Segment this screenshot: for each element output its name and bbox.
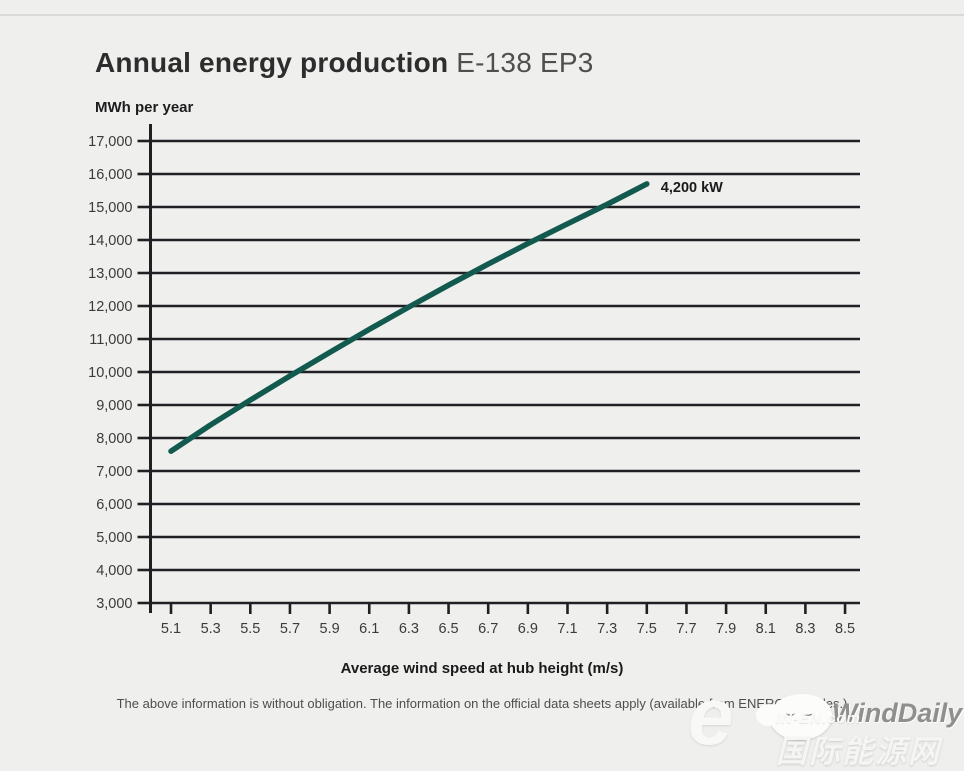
in-en-logo-icon: e bbox=[688, 671, 734, 762]
x-tick-label: 5.3 bbox=[201, 621, 221, 637]
y-tick-label: 14,000 bbox=[88, 233, 132, 249]
watermark-brand: WindDaily bbox=[832, 698, 963, 728]
x-tick-label: 6.9 bbox=[518, 621, 538, 637]
x-axis-title: Average wind speed at hub height (m/s) bbox=[340, 660, 624, 677]
y-tick-label: 4,000 bbox=[96, 563, 132, 579]
x-tick-label: 8.1 bbox=[756, 621, 776, 637]
y-axis-unit-label: MWh per year bbox=[95, 99, 194, 116]
y-tick-label: 3,000 bbox=[96, 596, 132, 612]
page-title: Annual energy production E-138 EP3 bbox=[95, 47, 593, 79]
y-tick-label: 8,000 bbox=[96, 431, 132, 447]
tick-marks bbox=[137, 139, 847, 614]
series-annotation: 4,200 kW bbox=[661, 180, 723, 196]
x-tick-label: 6.5 bbox=[438, 621, 458, 637]
x-tick-label: 5.5 bbox=[240, 621, 260, 637]
mascot-eye-icon bbox=[786, 710, 795, 716]
x-tick-label: 6.7 bbox=[478, 621, 498, 637]
top-divider bbox=[0, 14, 964, 16]
x-tick-label: 6.3 bbox=[399, 621, 419, 637]
x-tick-label: 5.9 bbox=[320, 621, 340, 637]
x-tick-label: 7.1 bbox=[557, 621, 577, 637]
x-tick-label: 6.1 bbox=[359, 621, 379, 637]
y-tick-label: 12,000 bbox=[88, 299, 132, 315]
y-tick-label: 16,000 bbox=[88, 167, 132, 183]
x-tick-label: 5.7 bbox=[280, 621, 300, 637]
winddaily-mascot-icon bbox=[756, 694, 832, 740]
y-tick-label: 11,000 bbox=[89, 332, 132, 348]
page-title-main: Annual energy production bbox=[95, 47, 449, 78]
watermark-site-cn: 国际能源网 bbox=[776, 734, 941, 769]
disclaimer-text: The above information is without obligat… bbox=[116, 696, 848, 711]
x-tick-label: 5.1 bbox=[161, 621, 181, 637]
x-tick-labels: 5.1 5.3 5.5 5.7 5.9 6.1 6.3 6.5 6.7 6.9 7.1 7.3 7.5 7… bbox=[161, 621, 855, 637]
x-tick-label: 7.5 bbox=[637, 621, 657, 637]
mascot-eye-icon bbox=[804, 710, 813, 716]
y-tick-label: 13,000 bbox=[88, 266, 132, 282]
x-tick-label: 7.3 bbox=[597, 621, 617, 637]
y-tick-label: 15,000 bbox=[88, 200, 132, 216]
y-tick-label: 6,000 bbox=[96, 497, 132, 513]
y-tick-label: 9,000 bbox=[96, 398, 132, 414]
x-tick-label: 7.9 bbox=[716, 621, 736, 637]
page-title-model: E-138 EP3 bbox=[456, 47, 594, 78]
power-curve-line bbox=[168, 181, 650, 454]
x-tick-label: 8.5 bbox=[835, 621, 855, 637]
x-tick-label: 8.3 bbox=[795, 621, 815, 637]
y-tick-label: 17,000 bbox=[88, 134, 132, 150]
y-tick-label: 5,000 bbox=[96, 530, 132, 546]
gridlines bbox=[149, 139, 860, 605]
watermark-site: IN-EN.com bbox=[776, 710, 861, 727]
x-tick-label: 7.7 bbox=[676, 621, 696, 637]
y-tick-label: 10,000 bbox=[88, 365, 132, 381]
y-tick-label: 7,000 bbox=[96, 464, 132, 480]
y-tick-labels: 3,000 4,000 5,000 6,000 7,000 8,000 9,000 10,00… bbox=[88, 134, 132, 612]
